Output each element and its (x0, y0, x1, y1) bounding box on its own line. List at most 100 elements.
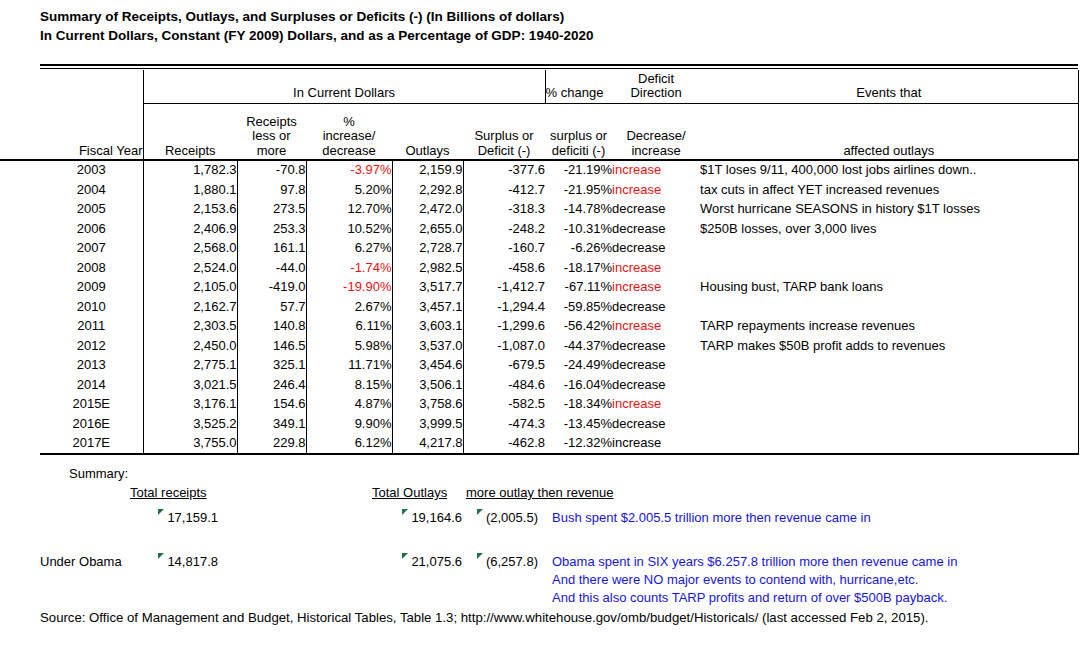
cell-events (700, 238, 1078, 258)
cell-fiscal-year: 2014 (40, 375, 143, 395)
table-row: 20031,782.3-70.8-3.97%2,159.9-377.6-21.1… (40, 160, 1078, 180)
cell-events (700, 433, 1078, 454)
more-outlay-label: more outlay then revenue (466, 485, 613, 501)
cell-pct-increase: 5.98% (306, 336, 392, 356)
cell-deficit-direction: increase (612, 433, 700, 454)
cell-receipts: 2,450.0 (143, 336, 237, 356)
deficit-direction-line2: Direction (612, 86, 700, 101)
group-header-events: Events that (700, 70, 1078, 103)
cell-pct-change-surplus: -14.78% (545, 199, 612, 219)
cell-deficit-direction: increase (612, 258, 700, 278)
table-row: 20092,105.0-419.0-19.90%3,517.7-1,412.7-… (40, 277, 1078, 297)
header-outlays: Outlays (392, 103, 463, 160)
spreadsheet-page: Summary of Receipts, Outlays, and Surplu… (0, 0, 1082, 645)
cell-pct-change-surplus: -6.26% (545, 238, 612, 258)
cell-surplus-deficit: -248.2 (463, 219, 545, 239)
cell-surplus-deficit: -1,412.7 (463, 277, 545, 297)
cell-pct-change-surplus: -21.19% (545, 160, 612, 180)
cell-pct-change-surplus: -12.32% (545, 433, 612, 454)
cell-surplus-deficit: -412.7 (463, 180, 545, 200)
cell-surplus-deficit: -160.7 (463, 238, 545, 258)
cell-events (700, 414, 1078, 434)
cell-outlays: 3,999.5 (392, 414, 463, 434)
table-row: 20041,880.197.85.20%2,292.8-412.7-21.95%… (40, 180, 1078, 200)
table-row: 20062,406.9253.310.52%2,655.0-248.2-10.3… (40, 219, 1078, 239)
source-line: Source: Office of Management and Budget,… (40, 610, 928, 625)
summary-obama-total-receipts: 14,817.8 (118, 553, 218, 569)
cell-surplus-deficit: -679.5 (463, 355, 545, 375)
table-row: 2015E3,176.1154.64.87%3,758.6-582.5-18.3… (40, 394, 1078, 414)
cell-receipts: 3,755.0 (143, 433, 237, 454)
table-row: 20132,775.1325.111.71%3,454.6-679.5-24.4… (40, 355, 1078, 375)
cell-outlays: 2,655.0 (392, 219, 463, 239)
under-obama-label: Under Obama (40, 554, 122, 570)
cell-pct-change-surplus: -13.45% (545, 414, 612, 434)
cell-fiscal-year: 2013 (40, 355, 143, 375)
summary-value: 14,817.8 (167, 554, 218, 569)
cell-receipts: 2,303.5 (143, 316, 237, 336)
cell-receipts: 2,524.0 (143, 258, 237, 278)
cell-deficit-direction: decrease (612, 297, 700, 317)
cell-fiscal-year: 2016E (40, 414, 143, 434)
hdr-line: increase (612, 144, 700, 159)
cell-receipts-less-more: 161.1 (237, 238, 306, 258)
cell-outlays: 2,728.7 (392, 238, 463, 258)
cell-pct-change-surplus: -67.11% (545, 277, 612, 297)
cell-fiscal-year: 2005 (40, 199, 143, 219)
cell-fiscal-year: 2017E (40, 433, 143, 454)
obama-note-line1: Obama spent in SIX years $6.257.8 trilli… (552, 554, 957, 569)
cell-fiscal-year: 2006 (40, 219, 143, 239)
cell-receipts: 2,775.1 (143, 355, 237, 375)
cell-surplus-deficit: -1,087.0 (463, 336, 545, 356)
summary-obama-deficit: (6,257.8) (438, 553, 538, 569)
cell-fiscal-year: 2012 (40, 336, 143, 356)
hdr-line: deficiti (-) (545, 144, 612, 159)
cell-outlays: 2,982.5 (392, 258, 463, 278)
cell-receipts-less-more: 246.4 (237, 375, 306, 395)
hdr-line: decrease (306, 144, 392, 159)
cell-receipts: 2,568.0 (143, 238, 237, 258)
table-row: 20122,450.0146.55.98%3,537.0-1,087.0-44.… (40, 336, 1078, 356)
hdr-line: Receipts (237, 115, 306, 130)
hdr-line: surplus or (545, 129, 612, 144)
cell-fiscal-year: 2004 (40, 180, 143, 200)
cell-receipts: 1,782.3 (143, 160, 237, 180)
table-row: 20112,303.5140.86.11%3,603.1-1,299.6-56.… (40, 316, 1078, 336)
cell-pct-increase: 11.71% (306, 355, 392, 375)
cell-outlays: 3,517.7 (392, 277, 463, 297)
hdr-line: % (306, 115, 392, 130)
cell-outlays: 3,454.6 (392, 355, 463, 375)
cell-receipts: 2,406.9 (143, 219, 237, 239)
cell-outlays: 3,457.1 (392, 297, 463, 317)
top-double-rule-lower (40, 68, 1078, 69)
cell-receipts: 2,162.7 (143, 297, 237, 317)
hdr-line: more (237, 144, 306, 159)
cell-pct-change-surplus: -16.04% (545, 375, 612, 395)
obama-note-line2: And there were NO major events to conten… (552, 572, 918, 587)
cell-deficit-direction: increase (612, 277, 700, 297)
cell-flag-icon (402, 509, 408, 515)
cell-pct-change-surplus: -59.85% (545, 297, 612, 317)
cell-pct-increase: 2.67% (306, 297, 392, 317)
hdr-line: increase/ (306, 129, 392, 144)
summary-value: 17,159.1 (167, 510, 218, 525)
cell-receipts: 3,525.2 (143, 414, 237, 434)
group-header-row: In Current Dollars % change Deficit Dire… (40, 70, 1078, 103)
top-double-rule-upper (40, 64, 1078, 66)
header-bottom-rule (0, 159, 1078, 161)
page-title-line2: In Current Dollars, Constant (FY 2009) D… (40, 26, 593, 45)
cell-deficit-direction: decrease (612, 355, 700, 375)
group-header-in-current-dollars: In Current Dollars (143, 70, 545, 103)
header-receipts-less-or-more: Receipts less or more (237, 103, 306, 160)
hdr-line: Decrease/ (612, 129, 700, 144)
cell-events: Housing bust, TARP bank loans (700, 277, 1078, 297)
cell-surplus-deficit: -1,294.4 (463, 297, 545, 317)
cell-receipts: 2,153.6 (143, 199, 237, 219)
cell-pct-increase: 12.70% (306, 199, 392, 219)
cell-surplus-deficit: -458.6 (463, 258, 545, 278)
total-receipts-label: Total receipts (130, 485, 207, 501)
cell-pct-increase: 4.87% (306, 394, 392, 414)
cell-pct-increase: 9.90% (306, 414, 392, 434)
header-surplus-or-deficit: Surplus or Deficit (-) (463, 103, 545, 160)
cell-outlays: 3,758.6 (392, 394, 463, 414)
